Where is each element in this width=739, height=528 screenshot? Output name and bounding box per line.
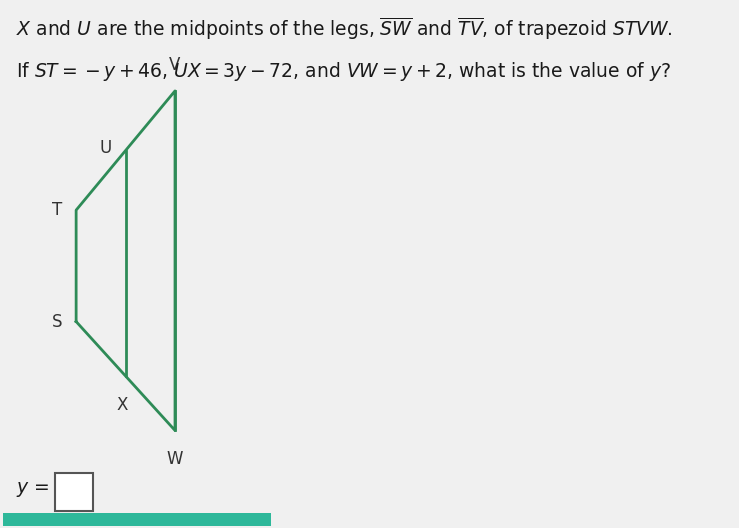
Text: If $ST = -y + 46$, $UX = 3y - 72$, and $VW = y + 2$, what is the value of $y$?: If $ST = -y + 46$, $UX = 3y - 72$, and $… bbox=[16, 60, 670, 83]
Text: $X$ and $U$ are the midpoints of the legs, $\overline{SW}$ and $\overline{TV}$, : $X$ and $U$ are the midpoints of the leg… bbox=[16, 16, 672, 42]
FancyBboxPatch shape bbox=[55, 474, 93, 511]
Text: U: U bbox=[99, 139, 112, 157]
Text: $y$ =: $y$ = bbox=[16, 479, 51, 498]
FancyBboxPatch shape bbox=[3, 513, 270, 526]
Text: T: T bbox=[52, 201, 62, 219]
Text: W: W bbox=[167, 450, 183, 468]
Text: S: S bbox=[52, 313, 62, 331]
Text: X: X bbox=[117, 395, 128, 414]
Text: V: V bbox=[169, 56, 181, 74]
